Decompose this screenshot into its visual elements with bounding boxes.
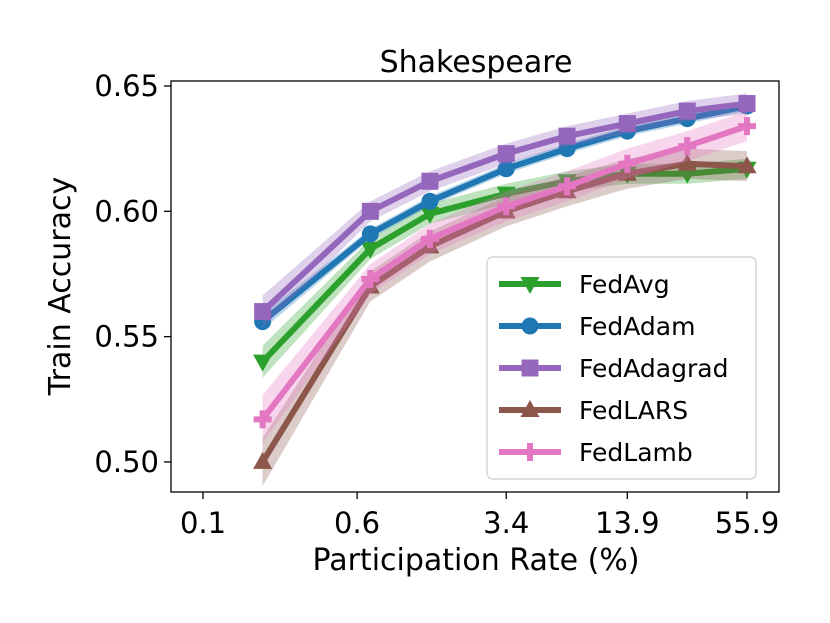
y-tick-label: 0.50 <box>94 445 159 479</box>
legend-marker <box>521 443 539 461</box>
data-point <box>618 115 636 133</box>
legend-label: FedLARS <box>579 396 688 425</box>
legend-marker <box>520 400 540 417</box>
data-point <box>678 137 697 156</box>
y-axis: 0.50 0.55 0.60 0.65 <box>94 69 171 479</box>
data-point <box>421 172 439 190</box>
plot-area <box>253 93 757 486</box>
series-line <box>260 100 748 314</box>
legend-box <box>486 256 757 480</box>
x-tick-label: 55.9 <box>715 506 780 540</box>
x-axis-label: Participation Rate (%) <box>312 543 639 578</box>
x-tick-label: 3.4 <box>483 506 529 540</box>
data-point <box>421 192 439 210</box>
confidence-band <box>262 93 747 328</box>
x-tick-label: 0.1 <box>180 506 226 540</box>
data-point <box>361 225 379 243</box>
legend-label: FedAvg <box>579 270 670 299</box>
data-point <box>420 206 440 224</box>
series-fedlamb <box>253 111 756 444</box>
data-point <box>738 95 756 113</box>
chart-title: Shakespeare <box>380 45 573 80</box>
legend-item: FedLamb <box>499 438 693 467</box>
data-point <box>253 451 273 469</box>
legend-item: FedAdagrad <box>499 354 728 383</box>
series-line <box>260 165 748 364</box>
x-axis: 0.1 0.6 3.4 13.9 55.9 <box>180 492 779 540</box>
data-point <box>558 127 576 145</box>
data-point <box>420 229 439 248</box>
legend-marker <box>521 359 539 377</box>
data-point <box>253 410 272 429</box>
data-point <box>361 269 380 288</box>
legend-marker <box>520 277 540 294</box>
series-line <box>260 123 748 422</box>
data-point <box>496 186 516 204</box>
y-axis-label: Train Accuracy <box>43 177 78 396</box>
data-point <box>254 303 272 321</box>
data-point <box>618 154 637 173</box>
legend: FedAvg FedAdam FedAdagrad FedLARS FedLamb <box>486 256 757 480</box>
x-tick-label: 13.9 <box>595 506 660 540</box>
series-line <box>260 103 748 324</box>
y-tick-label: 0.65 <box>94 69 159 103</box>
data-point <box>738 117 756 136</box>
data-point <box>678 102 696 120</box>
legend-item: FedAdam <box>499 312 695 341</box>
legend-label: FedAdagrad <box>579 354 728 383</box>
data-point <box>558 177 577 196</box>
legend-item: FedLARS <box>499 396 688 425</box>
legend-item: FedAvg <box>499 270 670 299</box>
data-point <box>497 197 516 216</box>
data-point <box>497 160 515 178</box>
legend-marker <box>521 317 539 335</box>
data-point <box>360 241 380 259</box>
series-fedadagrad <box>254 93 756 328</box>
legend-label: FedAdam <box>579 312 695 341</box>
y-tick-label: 0.55 <box>94 320 159 354</box>
legend-label: FedLamb <box>579 438 693 467</box>
plot-frame <box>170 80 780 493</box>
data-point <box>737 156 757 174</box>
data-point <box>253 354 273 372</box>
series-line <box>260 160 748 464</box>
data-point <box>497 145 515 163</box>
data-point <box>677 166 697 184</box>
x-tick-label: 0.6 <box>334 506 380 540</box>
data-point <box>677 153 697 171</box>
y-tick-label: 0.60 <box>94 194 159 228</box>
data-point <box>361 202 379 220</box>
